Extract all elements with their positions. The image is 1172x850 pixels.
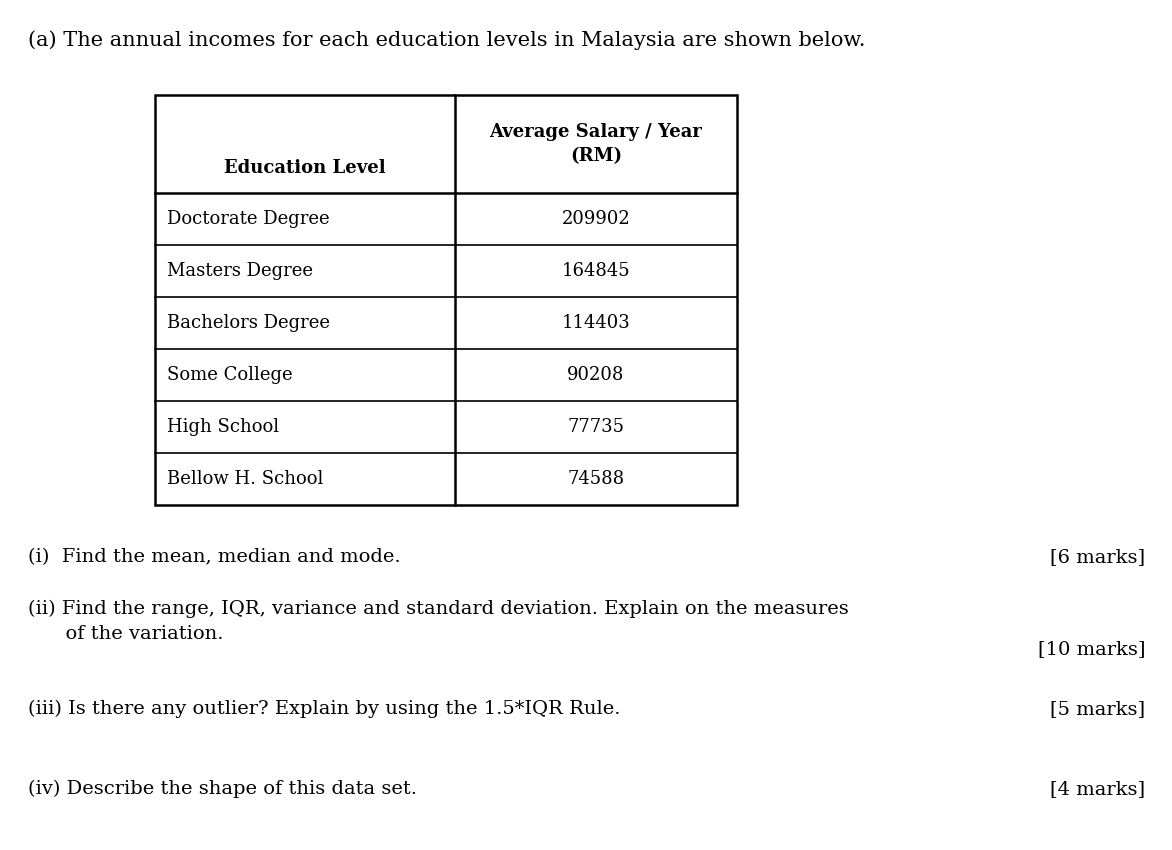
- Text: 77735: 77735: [567, 418, 625, 436]
- Text: Some College: Some College: [166, 366, 293, 384]
- Text: [6 marks]: [6 marks]: [1050, 548, 1145, 566]
- Text: (i)  Find the mean, median and mode.: (i) Find the mean, median and mode.: [28, 548, 401, 566]
- Text: Bachelors Degree: Bachelors Degree: [166, 314, 331, 332]
- Text: [5 marks]: [5 marks]: [1050, 700, 1145, 718]
- Text: (iv) Describe the shape of this data set.: (iv) Describe the shape of this data set…: [28, 780, 417, 798]
- Text: 74588: 74588: [567, 470, 625, 488]
- Text: Education Level: Education Level: [224, 159, 386, 177]
- Bar: [155, 95, 737, 505]
- Text: 209902: 209902: [561, 210, 631, 228]
- Text: [10 marks]: [10 marks]: [1037, 640, 1145, 658]
- Text: Bellow H. School: Bellow H. School: [166, 470, 323, 488]
- Text: Doctorate Degree: Doctorate Degree: [166, 210, 329, 228]
- Text: (iii) Is there any outlier? Explain by using the 1.5*IQR Rule.: (iii) Is there any outlier? Explain by u…: [28, 700, 620, 718]
- Text: High School: High School: [166, 418, 279, 436]
- Text: [4 marks]: [4 marks]: [1050, 780, 1145, 798]
- Text: Average Salary / Year
(RM): Average Salary / Year (RM): [490, 123, 702, 165]
- Text: Masters Degree: Masters Degree: [166, 262, 313, 280]
- Text: 114403: 114403: [561, 314, 631, 332]
- Text: 164845: 164845: [561, 262, 631, 280]
- Text: (a) The annual incomes for each education levels in Malaysia are shown below.: (a) The annual incomes for each educatio…: [28, 30, 865, 49]
- Text: 90208: 90208: [567, 366, 625, 384]
- Text: (ii) Find the range, IQR, variance and standard deviation. Explain on the measur: (ii) Find the range, IQR, variance and s…: [28, 600, 849, 643]
